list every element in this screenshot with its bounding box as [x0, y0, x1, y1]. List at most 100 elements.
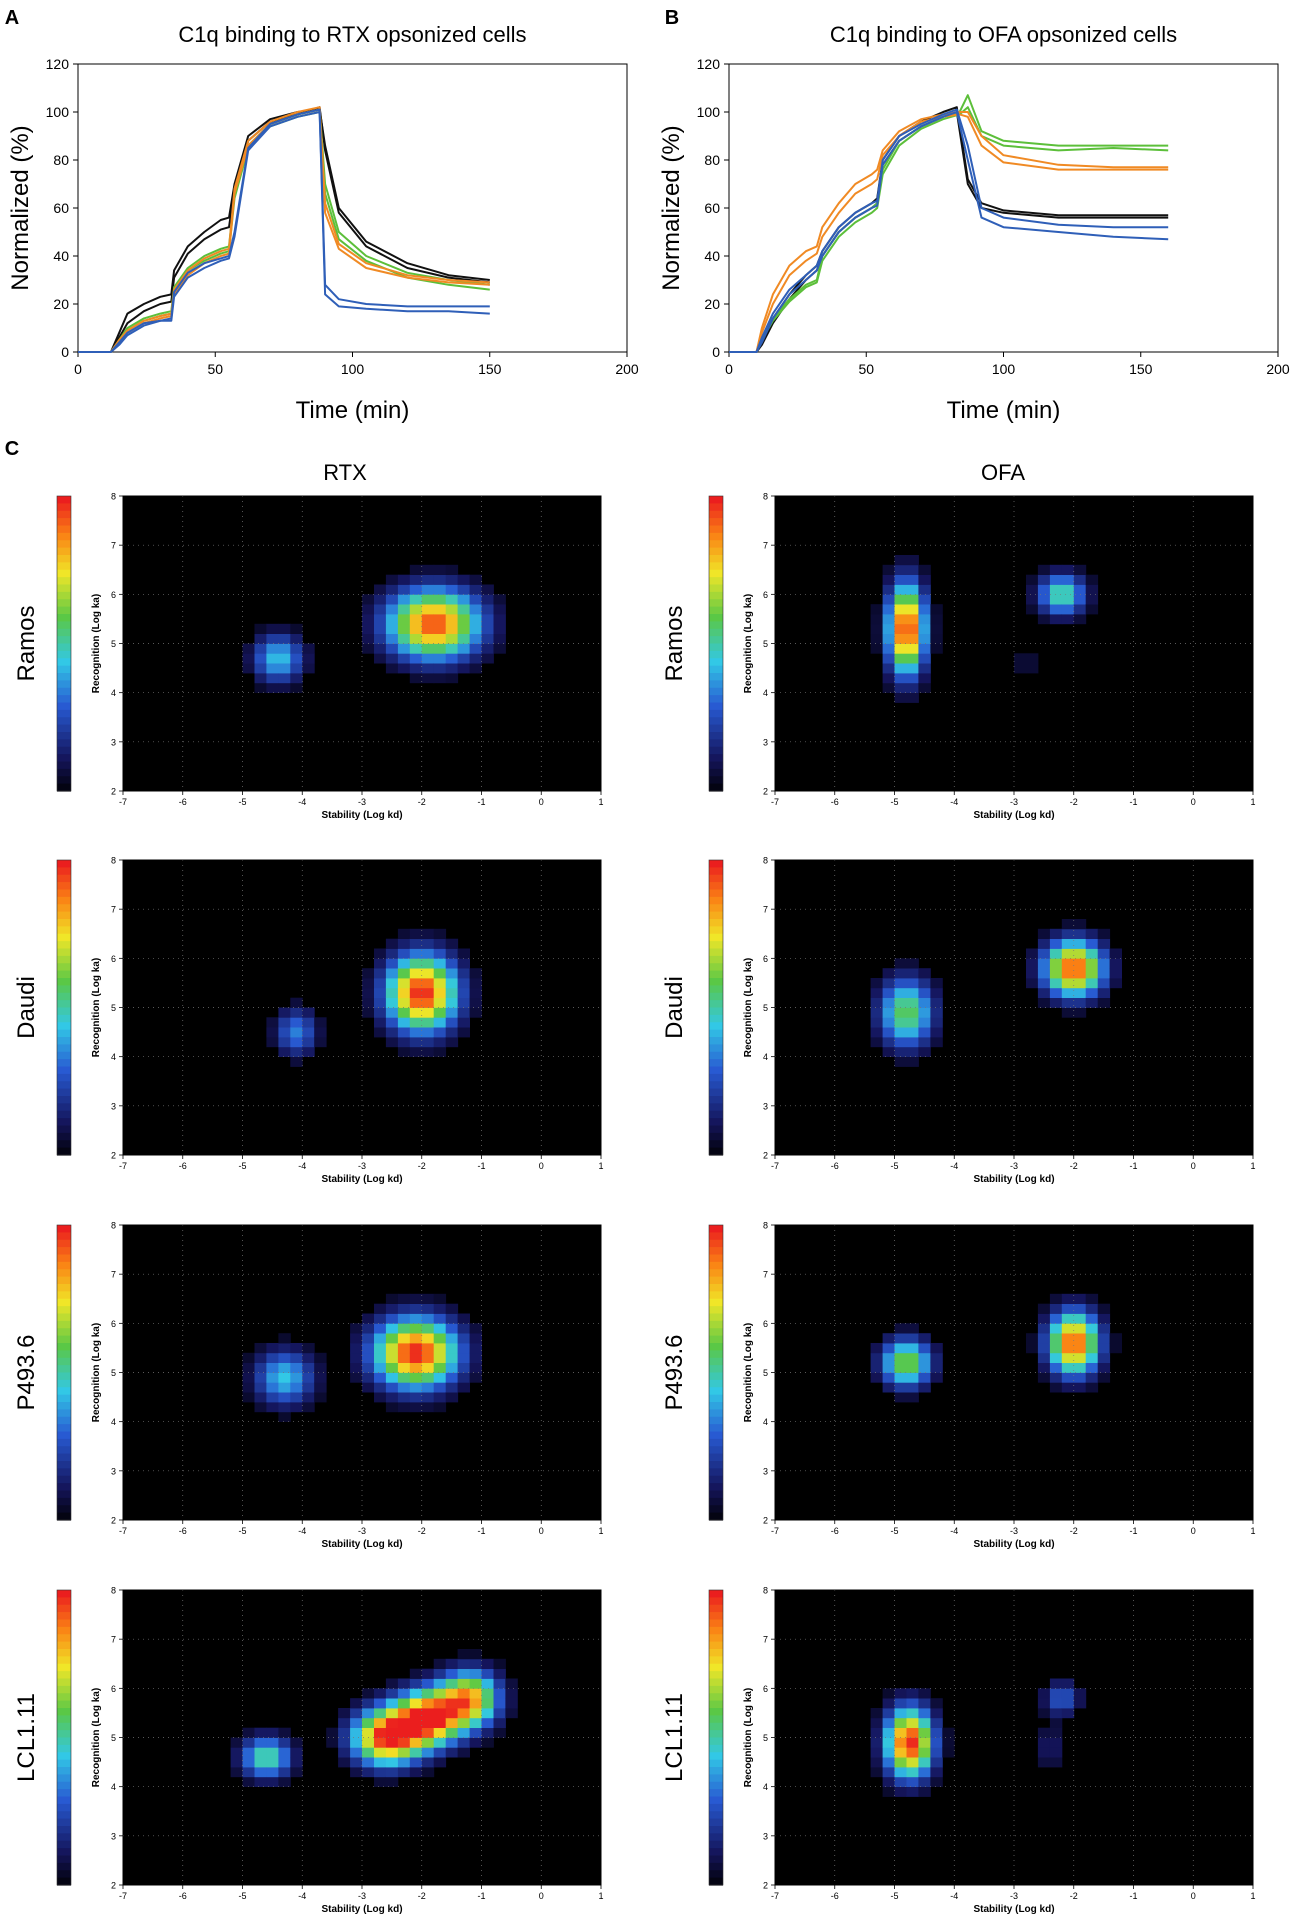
colorbar-frame	[708, 1224, 724, 1521]
heatmap-cell	[362, 1343, 375, 1354]
heatmap-cell	[290, 673, 303, 684]
heatmap-cell	[1049, 1362, 1063, 1373]
heatmap-cell	[870, 987, 883, 998]
heatmap-cell	[433, 1046, 447, 1057]
panel-label-b: B	[665, 7, 679, 29]
heatmap-cell	[409, 1392, 423, 1403]
y-tick-label: 7	[111, 1635, 116, 1645]
heatmap-cell	[1085, 928, 1099, 939]
heatmap-cell	[457, 958, 470, 969]
heatmap-cell	[374, 1027, 387, 1038]
colorbar-step	[57, 1671, 71, 1680]
heatmap-cell	[445, 1362, 459, 1373]
heatmap-cell	[469, 1668, 482, 1679]
heatmap-cell	[385, 1372, 399, 1383]
colorbar-step	[57, 1693, 71, 1702]
x-tick-label: 1	[598, 797, 603, 807]
colorbar-step	[57, 1626, 71, 1635]
colorbar-step	[57, 1239, 71, 1248]
heatmap-cell	[385, 1698, 399, 1709]
colorbar-step	[57, 889, 71, 898]
colorbar-step	[57, 1306, 71, 1315]
heatmap-cell	[906, 1688, 919, 1699]
colorbar-step	[709, 1811, 723, 1820]
panel-label-a: A	[5, 7, 19, 29]
colorbar-step	[709, 1490, 723, 1499]
heatmap-cell	[1026, 584, 1039, 595]
heatmap-cell	[433, 1678, 447, 1689]
colorbar-frame	[56, 495, 72, 792]
colorbar-step	[57, 621, 71, 630]
colorbar-step	[57, 1708, 71, 1716]
heatmap-cell	[1049, 1313, 1063, 1324]
heatmap-cell	[1061, 1678, 1075, 1689]
colorbar-step	[709, 1604, 723, 1613]
x-tick-label: 0	[1191, 797, 1196, 807]
heatmap-cell	[254, 673, 267, 684]
heatmap-cell	[457, 604, 470, 615]
colorbar-step	[57, 904, 71, 913]
x-tick-label: -7	[119, 1526, 127, 1536]
x-tick-label: 100	[992, 361, 1016, 377]
heatmap-cell	[374, 1757, 387, 1768]
heatmap-cell	[266, 1747, 279, 1758]
heatmap-cell	[374, 1372, 387, 1383]
heatmap-cell	[385, 1007, 399, 1018]
heatmap-cell	[1061, 1343, 1075, 1354]
heatmap-cell	[1073, 614, 1087, 625]
heatmap-cell	[1026, 978, 1039, 989]
heatmap-cell	[870, 1007, 883, 1018]
heatmap-cell	[397, 1303, 411, 1314]
heatmap-cell	[906, 623, 919, 634]
y-tick-label: 8	[111, 1221, 116, 1231]
heatmap-cell	[374, 1737, 387, 1748]
heatmap-cell	[882, 643, 895, 654]
heatmap-cell	[397, 1678, 411, 1689]
heatmap-cell	[493, 633, 506, 644]
heatmap-cell	[421, 1678, 435, 1689]
heatmap-cell	[1097, 1303, 1111, 1314]
colorbar-step	[57, 1313, 71, 1322]
x-tick-label: -2	[1070, 1161, 1078, 1171]
y-tick-label: 40	[704, 248, 720, 264]
y-tick-label: 120	[46, 56, 70, 72]
heatmap-cell	[1073, 1323, 1087, 1334]
colorbar-step	[57, 1254, 71, 1263]
colorbar-step	[709, 1118, 723, 1127]
heatmap-cell	[1109, 958, 1122, 969]
heatmap-cell	[882, 614, 895, 625]
row-label: LCL1.11	[13, 1693, 40, 1782]
colorbar-step	[57, 948, 71, 957]
heatmap-cell	[1061, 1293, 1075, 1304]
heatmap-cell	[302, 1046, 315, 1057]
colorbar-step	[57, 882, 71, 891]
colorbar-step	[709, 768, 723, 777]
heatmap-cell	[870, 1727, 883, 1738]
heatmap-cell	[421, 938, 435, 949]
colorbar-step	[57, 1497, 71, 1506]
colorbar-step	[709, 948, 723, 957]
colorbar-step	[57, 496, 71, 504]
series-line-green	[78, 111, 490, 353]
heatmap-cell	[882, 1698, 895, 1709]
heatmap-cell	[362, 1688, 375, 1699]
heatmap-cell	[278, 623, 291, 634]
heatmap-cell	[374, 1017, 387, 1028]
heatmap-cell	[278, 1392, 291, 1403]
heatmap-cell	[314, 1027, 327, 1038]
heatmap-cell	[1049, 1323, 1063, 1334]
heatmap-cell	[894, 1767, 907, 1778]
y-tick-label: 80	[704, 152, 720, 168]
heatmap-cell	[433, 997, 447, 1008]
heatmap-cell	[397, 958, 411, 969]
heatmap-cell	[870, 633, 883, 644]
heatmap-cell	[918, 1786, 931, 1797]
heatmap-cell	[1061, 1688, 1075, 1699]
heatmap-cell	[918, 1343, 931, 1354]
colorbar-step	[709, 1708, 723, 1716]
y-axis-label: Recognition (Log ka)	[91, 1323, 102, 1422]
heatmap-cell	[445, 958, 459, 969]
heatmap-cell	[894, 594, 907, 605]
heatmap-cell	[457, 1658, 470, 1669]
heatmap-cell	[290, 623, 303, 634]
